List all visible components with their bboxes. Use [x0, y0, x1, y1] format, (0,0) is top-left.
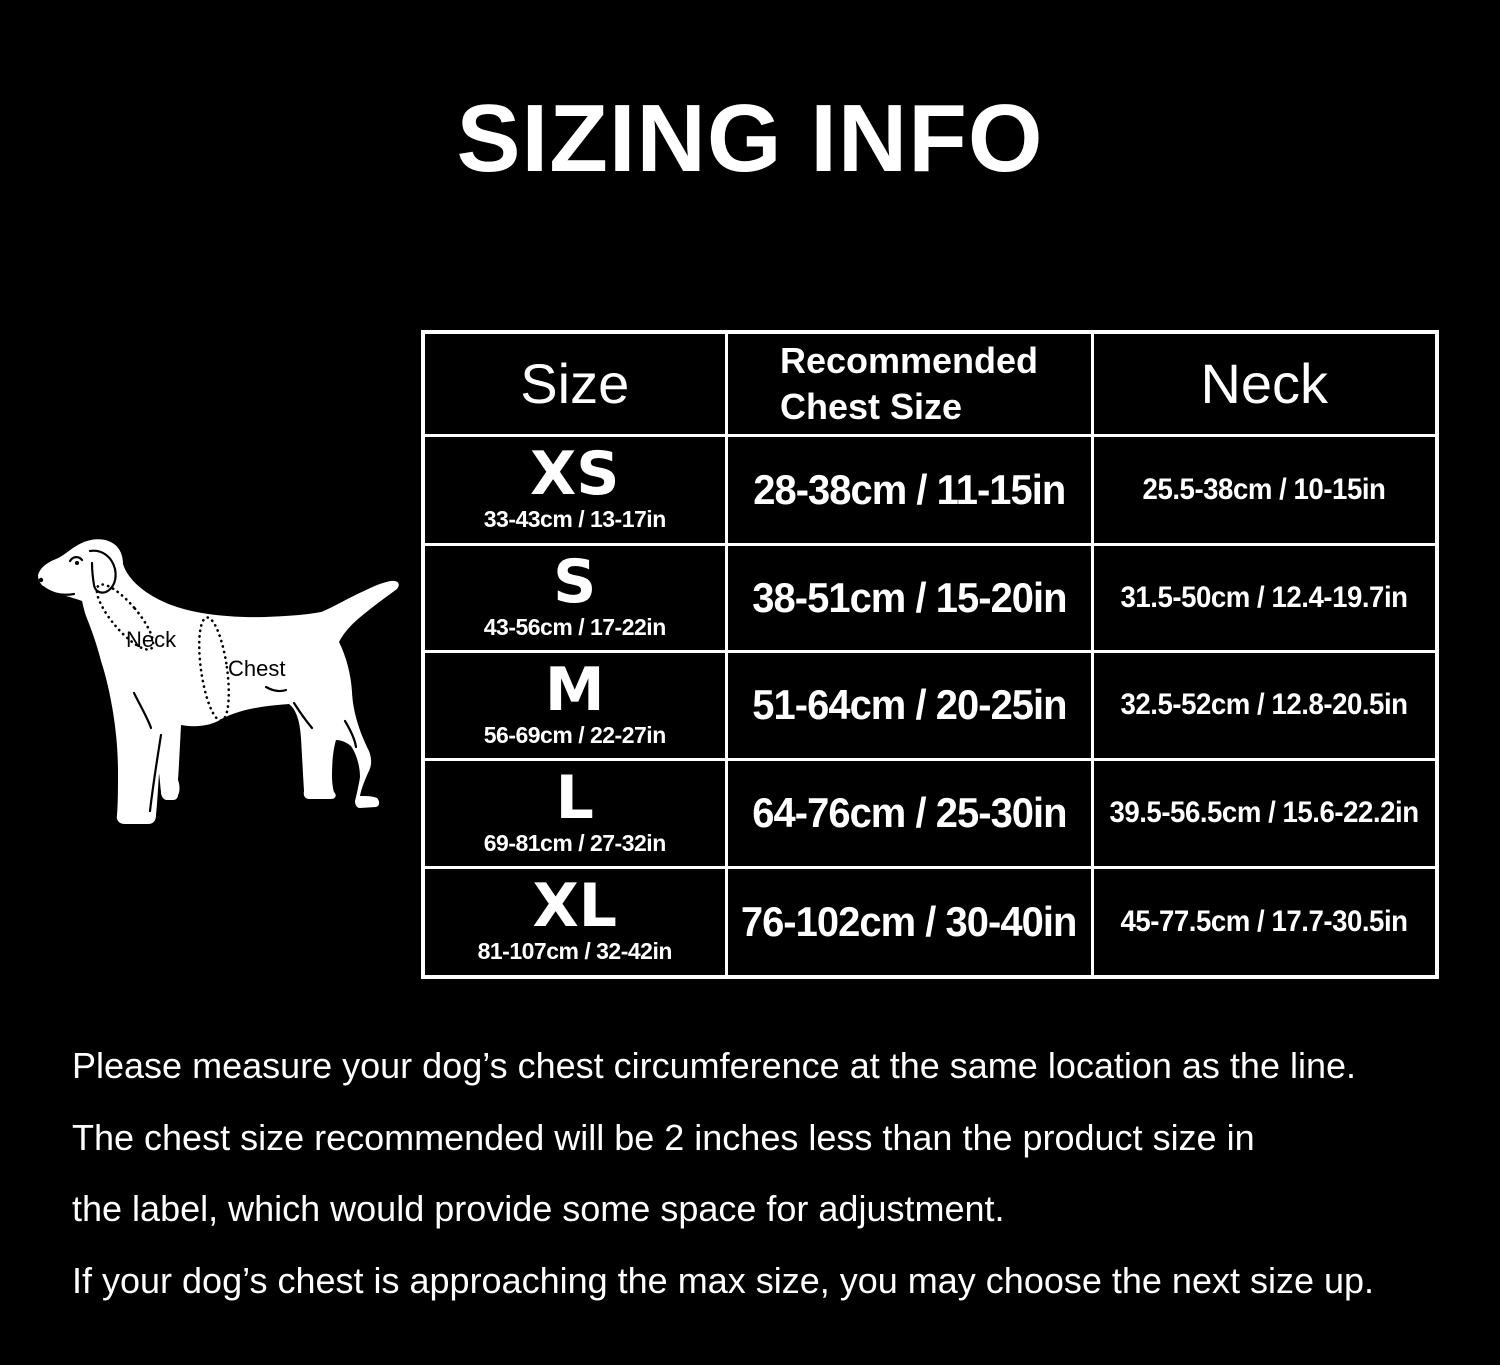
size-letter: XL	[532, 871, 618, 942]
header-chest-line1: Recommended	[779, 339, 1039, 381]
size-letter: S	[553, 547, 597, 617]
table-row-xs: XS 33-43cm / 13-17in 28-38cm / 11-15in 2…	[421, 433, 1439, 546]
page-title: SIZING INFO	[456, 85, 1044, 192]
neck-range: 32.5-52cm / 12.8-20.5in	[1120, 688, 1409, 721]
size-cell-m: M 56-69cm / 22-27in	[421, 649, 728, 761]
header-chest-lines: Recommended Chest Size	[780, 338, 1038, 430]
dog-front-leg-separation-line	[148, 733, 163, 813]
neck-range: 25.5-38cm / 10-15in	[1142, 472, 1386, 506]
sizing-table: Size Recommended Chest Size Neck XS 33-4…	[421, 330, 1439, 979]
dog-hind-leg-separation-line	[292, 701, 314, 730]
chest-cell-xl: 76-102cm / 30-40in	[724, 865, 1094, 979]
size-letter: XS	[530, 439, 620, 509]
dog-hock-line	[343, 719, 358, 749]
chest-range: 28-38cm / 11-15in	[752, 465, 1066, 513]
neck-range: 39.5-56.5cm / 15.6-22.2in	[1109, 796, 1420, 829]
dog-diagram-container: Neck Chest	[30, 535, 415, 835]
neck-cell-xl: 45-77.5cm / 17.7-30.5in	[1090, 865, 1439, 979]
table-header-row: Size Recommended Chest Size Neck	[421, 330, 1439, 437]
table-row-m: M 56-69cm / 22-27in 51-64cm / 20-25in 32…	[421, 649, 1439, 761]
dog-silhouette	[38, 539, 399, 824]
size-letter: L	[555, 762, 594, 833]
note-line-1: Please measure your dog’s chest circumfe…	[72, 1045, 1357, 1086]
dog-flank-line	[264, 685, 288, 693]
chest-range: 38-51cm / 15-20in	[751, 573, 1067, 621]
dog-detail-lines	[41, 549, 358, 813]
neck-cell-m: 32.5-52cm / 12.8-20.5in	[1090, 649, 1439, 761]
size-cell-l: L 69-81cm / 27-32in	[421, 757, 728, 869]
dog-nostril-icon	[38, 577, 44, 583]
chest-cell-l: 64-76cm / 25-30in	[724, 757, 1094, 869]
chest-range: 64-76cm / 25-30in	[751, 789, 1067, 836]
dog-mouth-line	[41, 585, 76, 596]
header-chest-line2: Chest Size	[779, 385, 963, 427]
dog-measurement-diagram: Neck Chest	[38, 539, 399, 824]
note-line-4: If your dog’s chest is approaching the m…	[72, 1259, 1375, 1301]
table-row-l: L 69-81cm / 27-32in 64-76cm / 25-30in 39…	[421, 757, 1439, 869]
chest-measurement-dotted-line	[197, 616, 231, 722]
size-sub-range: 43-56cm / 17-22in	[483, 614, 667, 640]
dog-armpit-line	[132, 691, 153, 730]
size-cell-xl: XL 81-107cm / 32-42in	[421, 865, 728, 979]
dog-eye-icon	[75, 561, 79, 565]
neck-range: 45-77.5cm / 17.7-30.5in	[1120, 904, 1409, 938]
neck-measurement-dotted-line	[95, 583, 155, 651]
neck-cell-s: 31.5-50cm / 12.4-19.7in	[1090, 542, 1439, 653]
header-size: Size	[421, 330, 728, 437]
dog-neck-label: Neck	[126, 627, 177, 652]
chest-cell-m: 51-64cm / 20-25in	[724, 649, 1094, 761]
dog-eyebrow-line	[68, 556, 84, 563]
note-line-2: The chest size recommended will be 2 inc…	[72, 1116, 1255, 1158]
neck-range: 31.5-50cm / 12.4-19.7in	[1120, 580, 1409, 614]
size-sub-range: 33-43cm / 13-17in	[483, 506, 667, 532]
chest-cell-xs: 28-38cm / 11-15in	[724, 433, 1094, 546]
chest-range: 51-64cm / 20-25in	[751, 681, 1067, 728]
size-sub-range: 69-81cm / 27-32in	[483, 829, 667, 856]
table-row-s: S 43-56cm / 17-22in 38-51cm / 15-20in 31…	[421, 542, 1439, 653]
dog-chest-label: Chest	[228, 656, 285, 681]
header-neck: Neck	[1090, 330, 1439, 437]
size-sub-range: 56-69cm / 22-27in	[483, 721, 667, 748]
size-sub-range: 81-107cm / 32-42in	[477, 938, 673, 965]
size-cell-xs: XS 33-43cm / 13-17in	[421, 433, 728, 546]
dog-ear-icon	[88, 549, 117, 594]
neck-cell-l: 39.5-56.5cm / 15.6-22.2in	[1090, 757, 1439, 869]
chest-range: 76-102cm / 30-40in	[741, 897, 1078, 945]
header-chest: Recommended Chest Size	[724, 330, 1094, 437]
size-cell-s: S 43-56cm / 17-22in	[421, 542, 728, 653]
chest-cell-s: 38-51cm / 15-20in	[724, 542, 1094, 653]
table-row-xl: XL 81-107cm / 32-42in 76-102cm / 30-40in…	[421, 865, 1439, 979]
measurement-notes: Please measure your dog’s chest circumfe…	[72, 1030, 1472, 1316]
neck-cell-xs: 25.5-38cm / 10-15in	[1090, 433, 1439, 546]
size-letter: M	[544, 654, 605, 725]
note-line-3: the label, which would provide some spac…	[72, 1188, 1005, 1229]
